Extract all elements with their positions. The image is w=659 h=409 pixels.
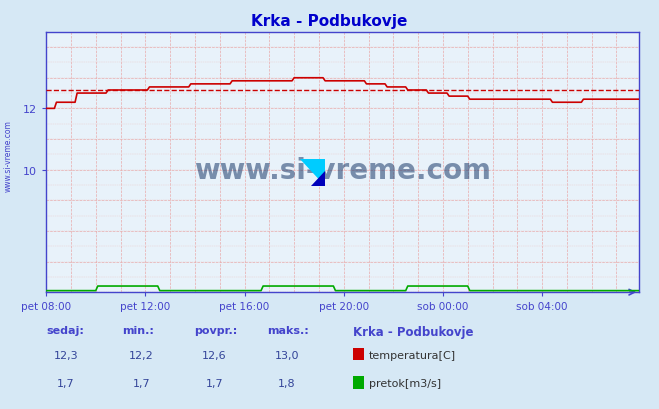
Text: povpr.:: povpr.:: [194, 325, 238, 335]
Text: pretok[m3/s]: pretok[m3/s]: [369, 378, 441, 388]
Text: min.:: min.:: [122, 325, 154, 335]
Text: www.si-vreme.com: www.si-vreme.com: [194, 156, 491, 184]
Text: www.si-vreme.com: www.si-vreme.com: [3, 119, 13, 191]
Text: maks.:: maks.:: [267, 325, 308, 335]
Text: 1,7: 1,7: [206, 378, 223, 388]
Text: 12,3: 12,3: [53, 350, 78, 360]
Text: 12,6: 12,6: [202, 350, 227, 360]
Text: Krka - Podbukovje: Krka - Podbukovje: [251, 14, 408, 29]
Text: 1,7: 1,7: [57, 378, 74, 388]
Polygon shape: [300, 160, 325, 186]
Text: 1,8: 1,8: [278, 378, 295, 388]
Polygon shape: [311, 171, 325, 186]
Text: 1,7: 1,7: [133, 378, 150, 388]
Text: Krka - Podbukovje: Krka - Podbukovje: [353, 325, 473, 338]
Text: 12,2: 12,2: [129, 350, 154, 360]
Text: sedaj:: sedaj:: [46, 325, 84, 335]
Text: temperatura[C]: temperatura[C]: [369, 350, 456, 360]
Text: 13,0: 13,0: [274, 350, 299, 360]
